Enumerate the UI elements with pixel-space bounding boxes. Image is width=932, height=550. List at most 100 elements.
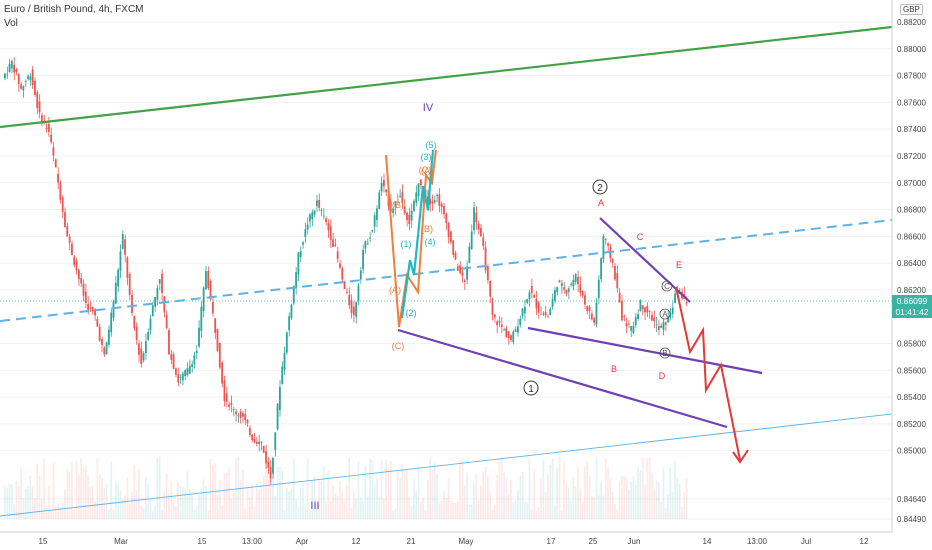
- volume-bar: [89, 486, 92, 519]
- volume-bar: [570, 500, 572, 519]
- volume-bar: [258, 488, 260, 519]
- price-tick-label: 0.86800: [897, 206, 926, 215]
- volume-bar: [17, 486, 20, 519]
- volume-bar: [64, 488, 66, 519]
- volume-bar: [378, 496, 381, 519]
- price-tick-label: 0.85200: [897, 420, 926, 429]
- candle-body: [267, 461, 270, 468]
- time-tick-label: 21: [407, 537, 416, 546]
- volume-bar: [193, 510, 196, 519]
- volume-bar: [644, 484, 646, 519]
- wave-label: (4): [425, 237, 436, 247]
- currency-badge: GBP: [900, 4, 923, 15]
- candle-body: [477, 223, 480, 230]
- volume-bar: [438, 503, 441, 519]
- volume-bar: [371, 460, 374, 519]
- volume-bar: [512, 502, 515, 519]
- candle-body: [274, 432, 277, 451]
- volume-bar: [138, 469, 140, 519]
- candle-body: [553, 290, 556, 301]
- wedge-upper-line: [599, 217, 691, 303]
- wave-circle-icon: [523, 380, 539, 396]
- volume-bar: [198, 494, 200, 519]
- volume-bar: [657, 482, 660, 519]
- candle-body: [131, 294, 133, 314]
- volume-bar: [683, 492, 686, 519]
- volume-bar: [334, 493, 337, 519]
- volume-bar: [572, 477, 575, 519]
- candle-body: [537, 302, 540, 313]
- candle-body: [343, 281, 346, 289]
- candle-body: [223, 380, 226, 401]
- price-tick-label: 0.86400: [897, 259, 926, 268]
- volume-bar: [496, 475, 499, 519]
- volume-bar: [202, 479, 205, 519]
- candle-body: [491, 298, 494, 315]
- volume-bar: [415, 490, 418, 519]
- candle-body: [121, 233, 124, 249]
- volume-bar: [376, 477, 378, 519]
- volume-bar: [168, 493, 170, 519]
- candle-body: [57, 173, 59, 183]
- candle-body: [593, 318, 596, 323]
- candle-body: [685, 302, 688, 304]
- price-tick-label: 0.88000: [897, 45, 926, 54]
- candle-body: [505, 328, 508, 338]
- volume-bar: [364, 465, 367, 519]
- volume-bar: [560, 510, 563, 519]
- candle-body: [463, 280, 466, 283]
- candle-body: [357, 285, 360, 302]
- volume-bar: [332, 485, 334, 519]
- volume-bar: [306, 457, 309, 519]
- volume-bar: [614, 504, 616, 519]
- candle-body: [616, 273, 619, 289]
- volume-bar: [597, 494, 600, 519]
- candle-body: [38, 101, 41, 113]
- volume-bar: [131, 492, 133, 519]
- volume-bar: [267, 461, 270, 519]
- candle-body: [449, 231, 452, 243]
- volume-bar: [191, 493, 193, 519]
- candle-body: [359, 270, 362, 280]
- candle-body: [623, 315, 626, 317]
- volume-bar: [177, 482, 180, 519]
- candle-body: [151, 305, 154, 317]
- volume-bar: [309, 509, 311, 519]
- candle-body: [440, 203, 443, 208]
- orange-wave-path: [385, 149, 437, 328]
- candle-body: [228, 404, 230, 407]
- volume-bar: [503, 472, 505, 519]
- candle-body: [530, 286, 533, 293]
- volume-bar: [549, 465, 552, 519]
- price-tick-label: 0.85000: [897, 447, 926, 456]
- volume-bar: [618, 482, 621, 519]
- volume-bar: [519, 475, 522, 519]
- volume-bar: [491, 510, 494, 519]
- volume-bar: [75, 461, 78, 519]
- volume-bar: [348, 457, 351, 519]
- volume-bar: [641, 457, 644, 519]
- candle-body: [512, 331, 515, 343]
- candle-body: [128, 274, 131, 295]
- wave-label: (C): [392, 341, 405, 351]
- candle-body: [269, 467, 272, 479]
- candle-body: [292, 285, 295, 304]
- candle-body: [94, 309, 96, 316]
- candle-body: [403, 206, 406, 214]
- volume-bar: [510, 479, 512, 519]
- candle-body: [533, 295, 535, 298]
- volume-bar: [290, 489, 293, 519]
- wave-label: (A): [389, 285, 401, 295]
- volume-bar: [341, 490, 344, 519]
- volume-bar: [662, 467, 665, 519]
- candle-body: [242, 412, 244, 417]
- volume-bar: [110, 461, 113, 519]
- volume-bar: [611, 492, 614, 519]
- candle-body: [184, 370, 187, 376]
- price-tick-label: 0.86200: [897, 286, 926, 295]
- volume-bar: [567, 488, 570, 519]
- volume-bar: [380, 459, 383, 519]
- wave-label: (B): [421, 224, 433, 234]
- price-tick-label: 0.84640: [897, 495, 926, 504]
